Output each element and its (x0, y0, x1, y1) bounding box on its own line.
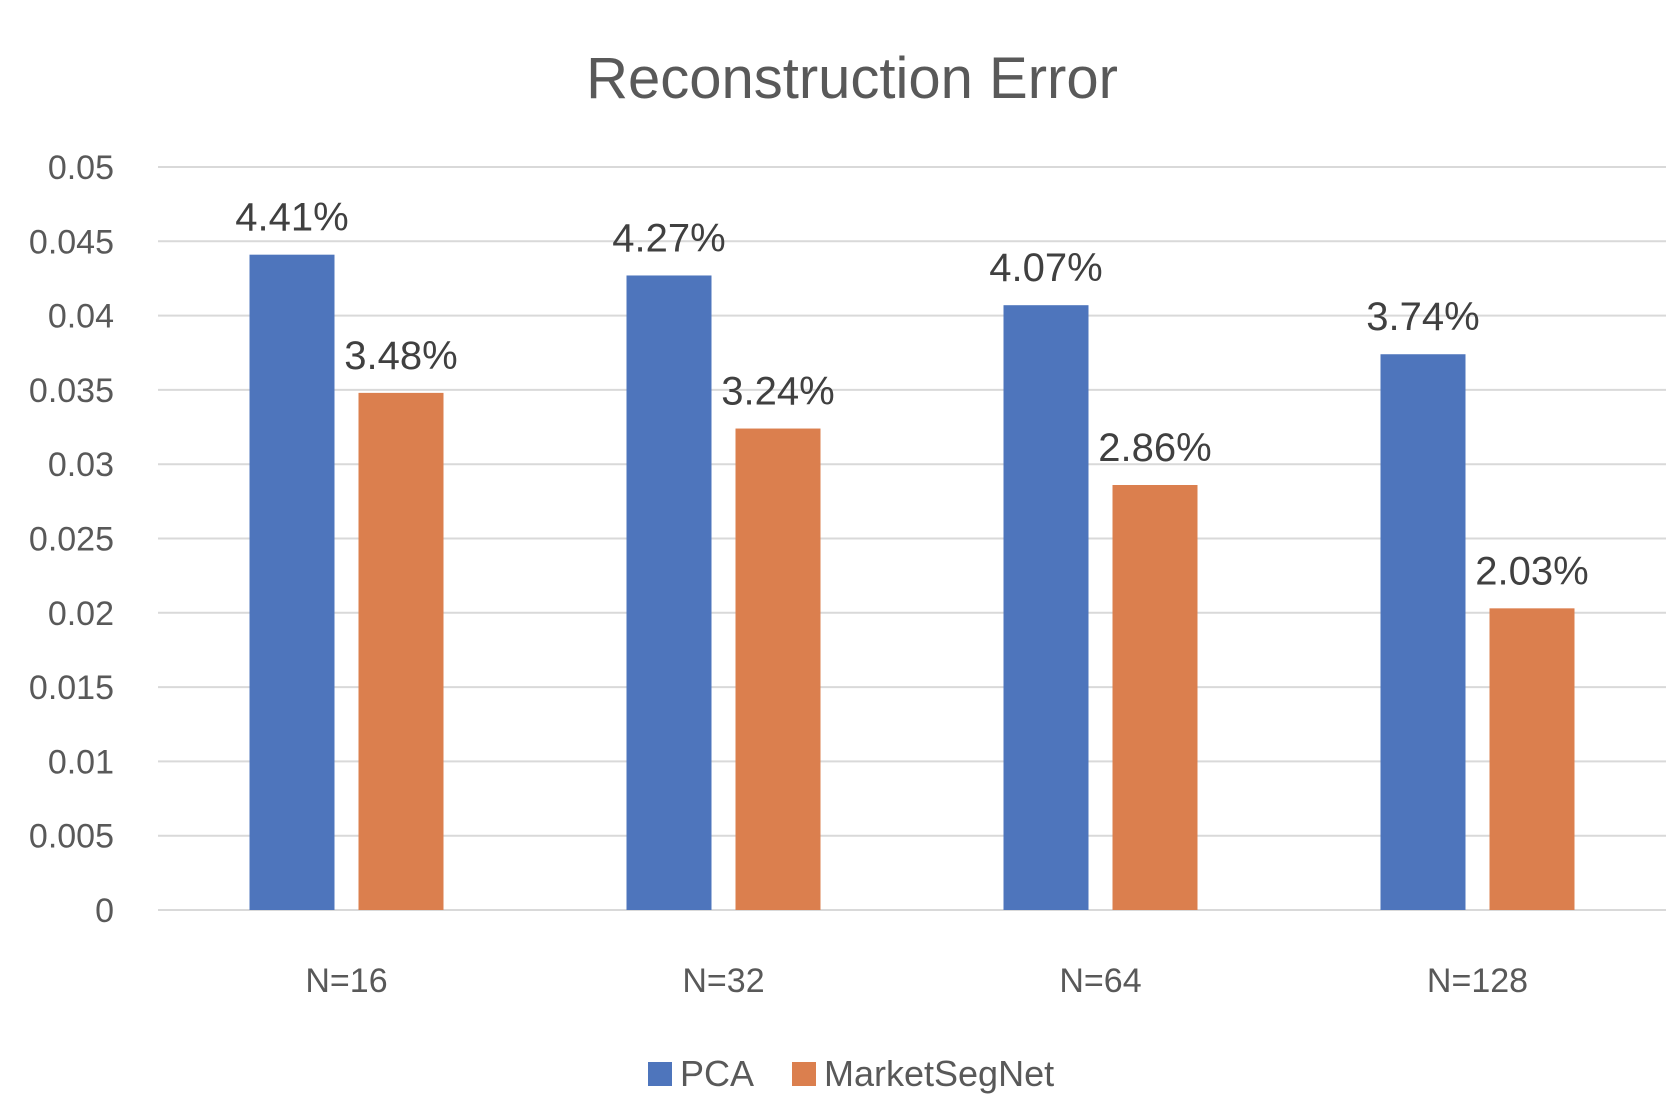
legend-swatch-marketsegnet (792, 1062, 816, 1086)
y-tick-label: 0.05 (48, 149, 114, 187)
data-label-pca: 4.27% (612, 216, 725, 260)
y-tick-label: 0.025 (29, 521, 114, 559)
y-tick-label: 0.005 (29, 818, 114, 856)
bar-pca (626, 275, 712, 910)
x-category-label: N=32 (682, 962, 764, 1000)
legend-label-pca: PCA (680, 1053, 754, 1094)
y-tick-label: 0.03 (48, 446, 114, 484)
data-label-marketsegnet: 3.24% (721, 370, 834, 414)
bar-pca (1380, 354, 1466, 911)
legend-swatch-pca (648, 1062, 672, 1086)
data-labels: 4.41% 3.48% 4.27% 3.24% 4.07% 2.86% 3.74% 2.03% (235, 196, 1588, 594)
bar-pca (249, 254, 335, 910)
y-axis-ticks: 0 0.005 0.01 0.015 0.02 0.025 0.03 0.035 0.04 0.0… (29, 149, 114, 930)
y-tick-label: 0.02 (48, 595, 114, 633)
bars (249, 254, 1575, 911)
y-tick-label: 0.015 (29, 669, 114, 707)
bar-pca (1003, 305, 1089, 910)
y-tick-label: 0.04 (48, 298, 114, 336)
data-label-marketsegnet: 2.86% (1098, 426, 1211, 470)
data-label-pca: 4.07% (989, 246, 1102, 290)
data-label-pca: 4.41% (235, 196, 348, 240)
x-category-label: N=16 (305, 962, 387, 1000)
data-label-marketsegnet: 3.48% (344, 334, 457, 378)
chart-title: Reconstruction Error (586, 46, 1118, 111)
legend: PCA MarketSegNet (648, 1053, 1054, 1094)
legend-label-marketsegnet: MarketSegNet (824, 1053, 1054, 1094)
bar-marketsegnet (1489, 608, 1575, 910)
bar-marketsegnet (358, 392, 444, 910)
data-label-pca: 3.74% (1366, 295, 1479, 339)
data-label-marketsegnet: 2.03% (1475, 549, 1588, 593)
bar-marketsegnet (1112, 485, 1198, 910)
x-axis-categories: N=16 N=32 N=64 N=128 (305, 962, 1528, 1000)
y-tick-label: 0.035 (29, 372, 114, 410)
y-tick-label: 0 (95, 892, 114, 930)
y-tick-label: 0.045 (29, 223, 114, 261)
bar-marketsegnet (735, 428, 821, 910)
x-category-label: N=64 (1059, 962, 1141, 1000)
x-category-label: N=128 (1427, 962, 1528, 1000)
y-tick-label: 0.01 (48, 743, 114, 781)
